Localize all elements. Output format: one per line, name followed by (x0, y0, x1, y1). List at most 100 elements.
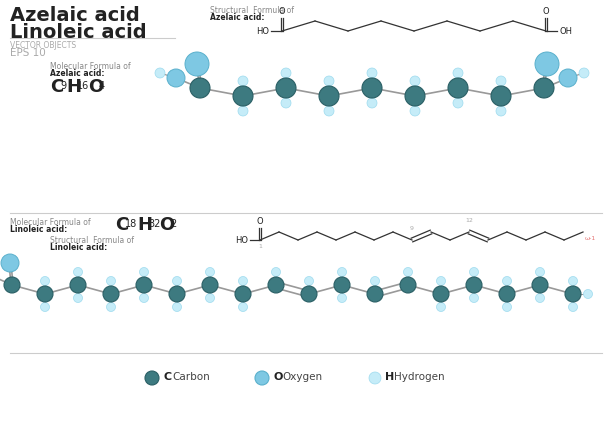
Circle shape (136, 277, 152, 293)
Circle shape (169, 286, 185, 302)
Text: O: O (256, 217, 263, 226)
Circle shape (140, 268, 149, 276)
Text: Carbon: Carbon (172, 372, 210, 382)
Text: OH: OH (559, 27, 572, 36)
Circle shape (319, 86, 339, 106)
Circle shape (238, 76, 248, 86)
Circle shape (535, 52, 559, 76)
Circle shape (272, 268, 280, 276)
Circle shape (140, 294, 149, 303)
Circle shape (565, 286, 581, 302)
Circle shape (502, 276, 512, 285)
Circle shape (466, 277, 482, 293)
Circle shape (334, 277, 350, 293)
Circle shape (569, 303, 578, 312)
Text: Linoleic acid:: Linoleic acid: (50, 243, 107, 252)
Text: 12: 12 (465, 218, 473, 223)
Circle shape (496, 106, 506, 116)
Text: Molecular Formula of: Molecular Formula of (50, 62, 130, 71)
Circle shape (496, 76, 506, 86)
Circle shape (579, 68, 589, 78)
Circle shape (235, 286, 251, 302)
Text: Linoleic acid:: Linoleic acid: (10, 225, 67, 234)
Circle shape (106, 276, 116, 285)
Circle shape (155, 68, 165, 78)
Text: O: O (278, 7, 285, 16)
Circle shape (305, 276, 313, 285)
Text: O: O (543, 7, 550, 16)
Circle shape (410, 106, 420, 116)
Circle shape (276, 78, 296, 98)
Circle shape (410, 76, 420, 86)
Text: C: C (115, 216, 129, 234)
Text: Azelaic acid:: Azelaic acid: (210, 13, 264, 22)
Text: HO: HO (256, 27, 269, 36)
Text: Azelaic acid:: Azelaic acid: (50, 69, 105, 78)
Circle shape (362, 78, 382, 98)
Circle shape (448, 78, 468, 98)
Circle shape (70, 277, 86, 293)
Circle shape (239, 276, 247, 285)
Circle shape (469, 294, 479, 303)
Text: Linoleic acid: Linoleic acid (10, 23, 147, 42)
Circle shape (536, 268, 545, 276)
Text: 16: 16 (77, 81, 89, 91)
Text: O: O (159, 216, 174, 234)
Circle shape (73, 268, 83, 276)
Circle shape (436, 276, 446, 285)
Circle shape (268, 277, 284, 293)
Text: Structural  Formula of: Structural Formula of (50, 236, 134, 245)
Circle shape (499, 286, 515, 302)
Circle shape (491, 86, 511, 106)
Circle shape (469, 268, 479, 276)
Text: O: O (88, 78, 103, 96)
Text: 2: 2 (170, 219, 176, 229)
Circle shape (206, 268, 214, 276)
Text: EPS 10: EPS 10 (10, 48, 46, 58)
Circle shape (37, 286, 53, 302)
Circle shape (73, 294, 83, 303)
Circle shape (281, 68, 291, 78)
Circle shape (255, 371, 269, 385)
Circle shape (173, 303, 182, 312)
Circle shape (534, 78, 554, 98)
Circle shape (103, 286, 119, 302)
Circle shape (337, 268, 346, 276)
Circle shape (238, 106, 248, 116)
Circle shape (337, 294, 346, 303)
Circle shape (405, 86, 425, 106)
Text: Structural  Formula of: Structural Formula of (210, 6, 294, 15)
Text: Molecular Formula of: Molecular Formula of (10, 218, 91, 227)
Circle shape (502, 303, 512, 312)
Text: 18: 18 (125, 219, 137, 229)
Circle shape (367, 68, 377, 78)
Circle shape (324, 106, 334, 116)
Circle shape (145, 371, 159, 385)
Circle shape (433, 286, 449, 302)
Circle shape (367, 286, 383, 302)
Circle shape (436, 303, 446, 312)
Circle shape (403, 268, 412, 276)
Circle shape (40, 276, 50, 285)
Text: Hydrogen: Hydrogen (394, 372, 445, 382)
Text: H: H (385, 372, 394, 382)
Circle shape (190, 78, 210, 98)
Text: 4: 4 (99, 81, 105, 91)
Text: H: H (137, 216, 152, 234)
Circle shape (301, 286, 317, 302)
Circle shape (453, 98, 463, 108)
Circle shape (233, 86, 253, 106)
Circle shape (202, 277, 218, 293)
Circle shape (536, 294, 545, 303)
Text: C: C (163, 372, 171, 382)
Text: H: H (66, 78, 81, 96)
Circle shape (167, 69, 185, 87)
Circle shape (173, 276, 182, 285)
Circle shape (106, 303, 116, 312)
Circle shape (367, 98, 377, 108)
Text: Azelaic acid: Azelaic acid (10, 6, 140, 25)
Circle shape (4, 277, 20, 293)
Text: ω-1: ω-1 (585, 236, 596, 241)
Text: 1: 1 (258, 244, 262, 249)
Circle shape (569, 276, 578, 285)
